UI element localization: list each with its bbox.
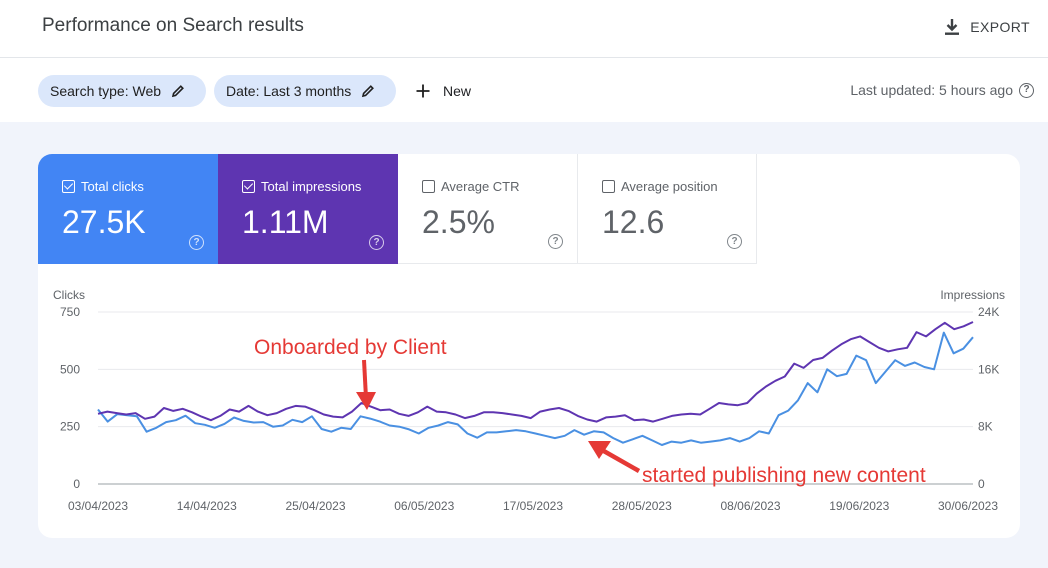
checkbox-checked-icon[interactable]	[62, 180, 75, 193]
annotation-arrow-onboarded	[362, 359, 368, 399]
performance-chart[interactable]: Clicks Impressions 0 0 250 8K 500 16K 750 24K 03/0…	[38, 154, 1020, 538]
edit-pencil-icon	[362, 85, 375, 98]
y-right-tick-label: 8K	[978, 420, 993, 434]
filter-bar: Search type: Web Date: Last 3 months New…	[0, 58, 1048, 122]
checkbox-unchecked-icon[interactable]	[602, 180, 615, 193]
last-updated: Last updated: 5 hours ago ?	[850, 82, 1034, 98]
x-tick-label: 19/06/2023	[829, 499, 889, 513]
x-tick-label: 14/04/2023	[177, 499, 237, 513]
y-left-tick-label: 250	[60, 420, 80, 434]
search-type-chip[interactable]: Search type: Web	[38, 75, 206, 107]
y-right-tick-label: 24K	[978, 305, 999, 319]
performance-card: Total clicks 27.5K ? Total impressions 1…	[38, 154, 1020, 538]
help-icon[interactable]: ?	[369, 235, 384, 250]
edit-pencil-icon	[171, 85, 184, 98]
y-left-tick-label: 750	[60, 305, 80, 319]
metric-value: 1.11M	[242, 204, 329, 240]
metric-label: Average position	[621, 179, 718, 194]
new-filter-button[interactable]: New	[415, 78, 471, 104]
metric-total-impressions[interactable]: Total impressions 1.11M ?	[218, 154, 398, 264]
annotation-arrowhead-publishing	[588, 441, 611, 459]
last-updated-text: Last updated: 5 hours ago	[850, 82, 1013, 98]
x-tick-label: 30/06/2023	[938, 499, 998, 513]
x-tick-label: 17/05/2023	[503, 499, 563, 513]
metric-value: 12.6	[602, 204, 665, 240]
new-filter-label: New	[443, 83, 472, 99]
metric-label: Total clicks	[81, 179, 144, 194]
y-left-tick-label: 500	[60, 362, 80, 376]
help-icon[interactable]: ?	[548, 234, 563, 249]
export-label: EXPORT	[970, 19, 1030, 35]
annotation-onboarded: Onboarded by Client	[254, 336, 447, 359]
page-title: Performance on Search results	[42, 15, 304, 36]
y-axis-right-title: Impressions	[940, 288, 1005, 302]
date-range-chip[interactable]: Date: Last 3 months	[214, 75, 396, 107]
x-tick-label: 06/05/2023	[394, 499, 454, 513]
series-line-impressions	[97, 321, 974, 423]
search-type-label: Search type: Web	[50, 83, 162, 99]
help-icon[interactable]: ?	[1019, 82, 1034, 98]
checkbox-unchecked-icon[interactable]	[422, 180, 435, 193]
date-range-label: Date: Last 3 months	[226, 83, 352, 99]
series-line-clicks	[97, 331, 974, 446]
y-right-tick-label: 16K	[978, 362, 999, 376]
metric-total-clicks[interactable]: Total clicks 27.5K ?	[38, 154, 218, 264]
top-bar: Performance on Search results EXPORT	[0, 0, 1048, 58]
annotation-arrowhead-onboarded	[356, 392, 376, 410]
annotation-arrow-publishing	[600, 448, 641, 473]
download-icon	[945, 19, 960, 35]
metric-label: Total impressions	[261, 179, 362, 194]
metric-average-ctr[interactable]: Average CTR 2.5% ?	[398, 154, 578, 264]
x-tick-label: 25/04/2023	[285, 499, 345, 513]
y-axis-left-title: Clicks	[53, 288, 85, 302]
y-left-tick-label: 0	[73, 477, 80, 491]
y-right-tick-label: 0	[978, 477, 985, 491]
x-tick-label: 28/05/2023	[612, 499, 672, 513]
plus-icon	[416, 84, 430, 98]
checkbox-checked-icon[interactable]	[242, 180, 255, 193]
x-tick-label: 03/04/2023	[68, 499, 128, 513]
metric-label: Average CTR	[441, 179, 520, 194]
help-icon[interactable]: ?	[727, 234, 742, 249]
x-tick-label: 08/06/2023	[720, 499, 780, 513]
help-icon[interactable]: ?	[189, 235, 204, 250]
annotation-publishing: started publishing new content	[642, 464, 926, 487]
export-button[interactable]: EXPORT	[944, 13, 1030, 41]
metric-value: 2.5%	[422, 204, 495, 240]
metric-average-position[interactable]: Average position 12.6 ?	[578, 154, 757, 264]
metric-value: 27.5K	[62, 204, 146, 240]
